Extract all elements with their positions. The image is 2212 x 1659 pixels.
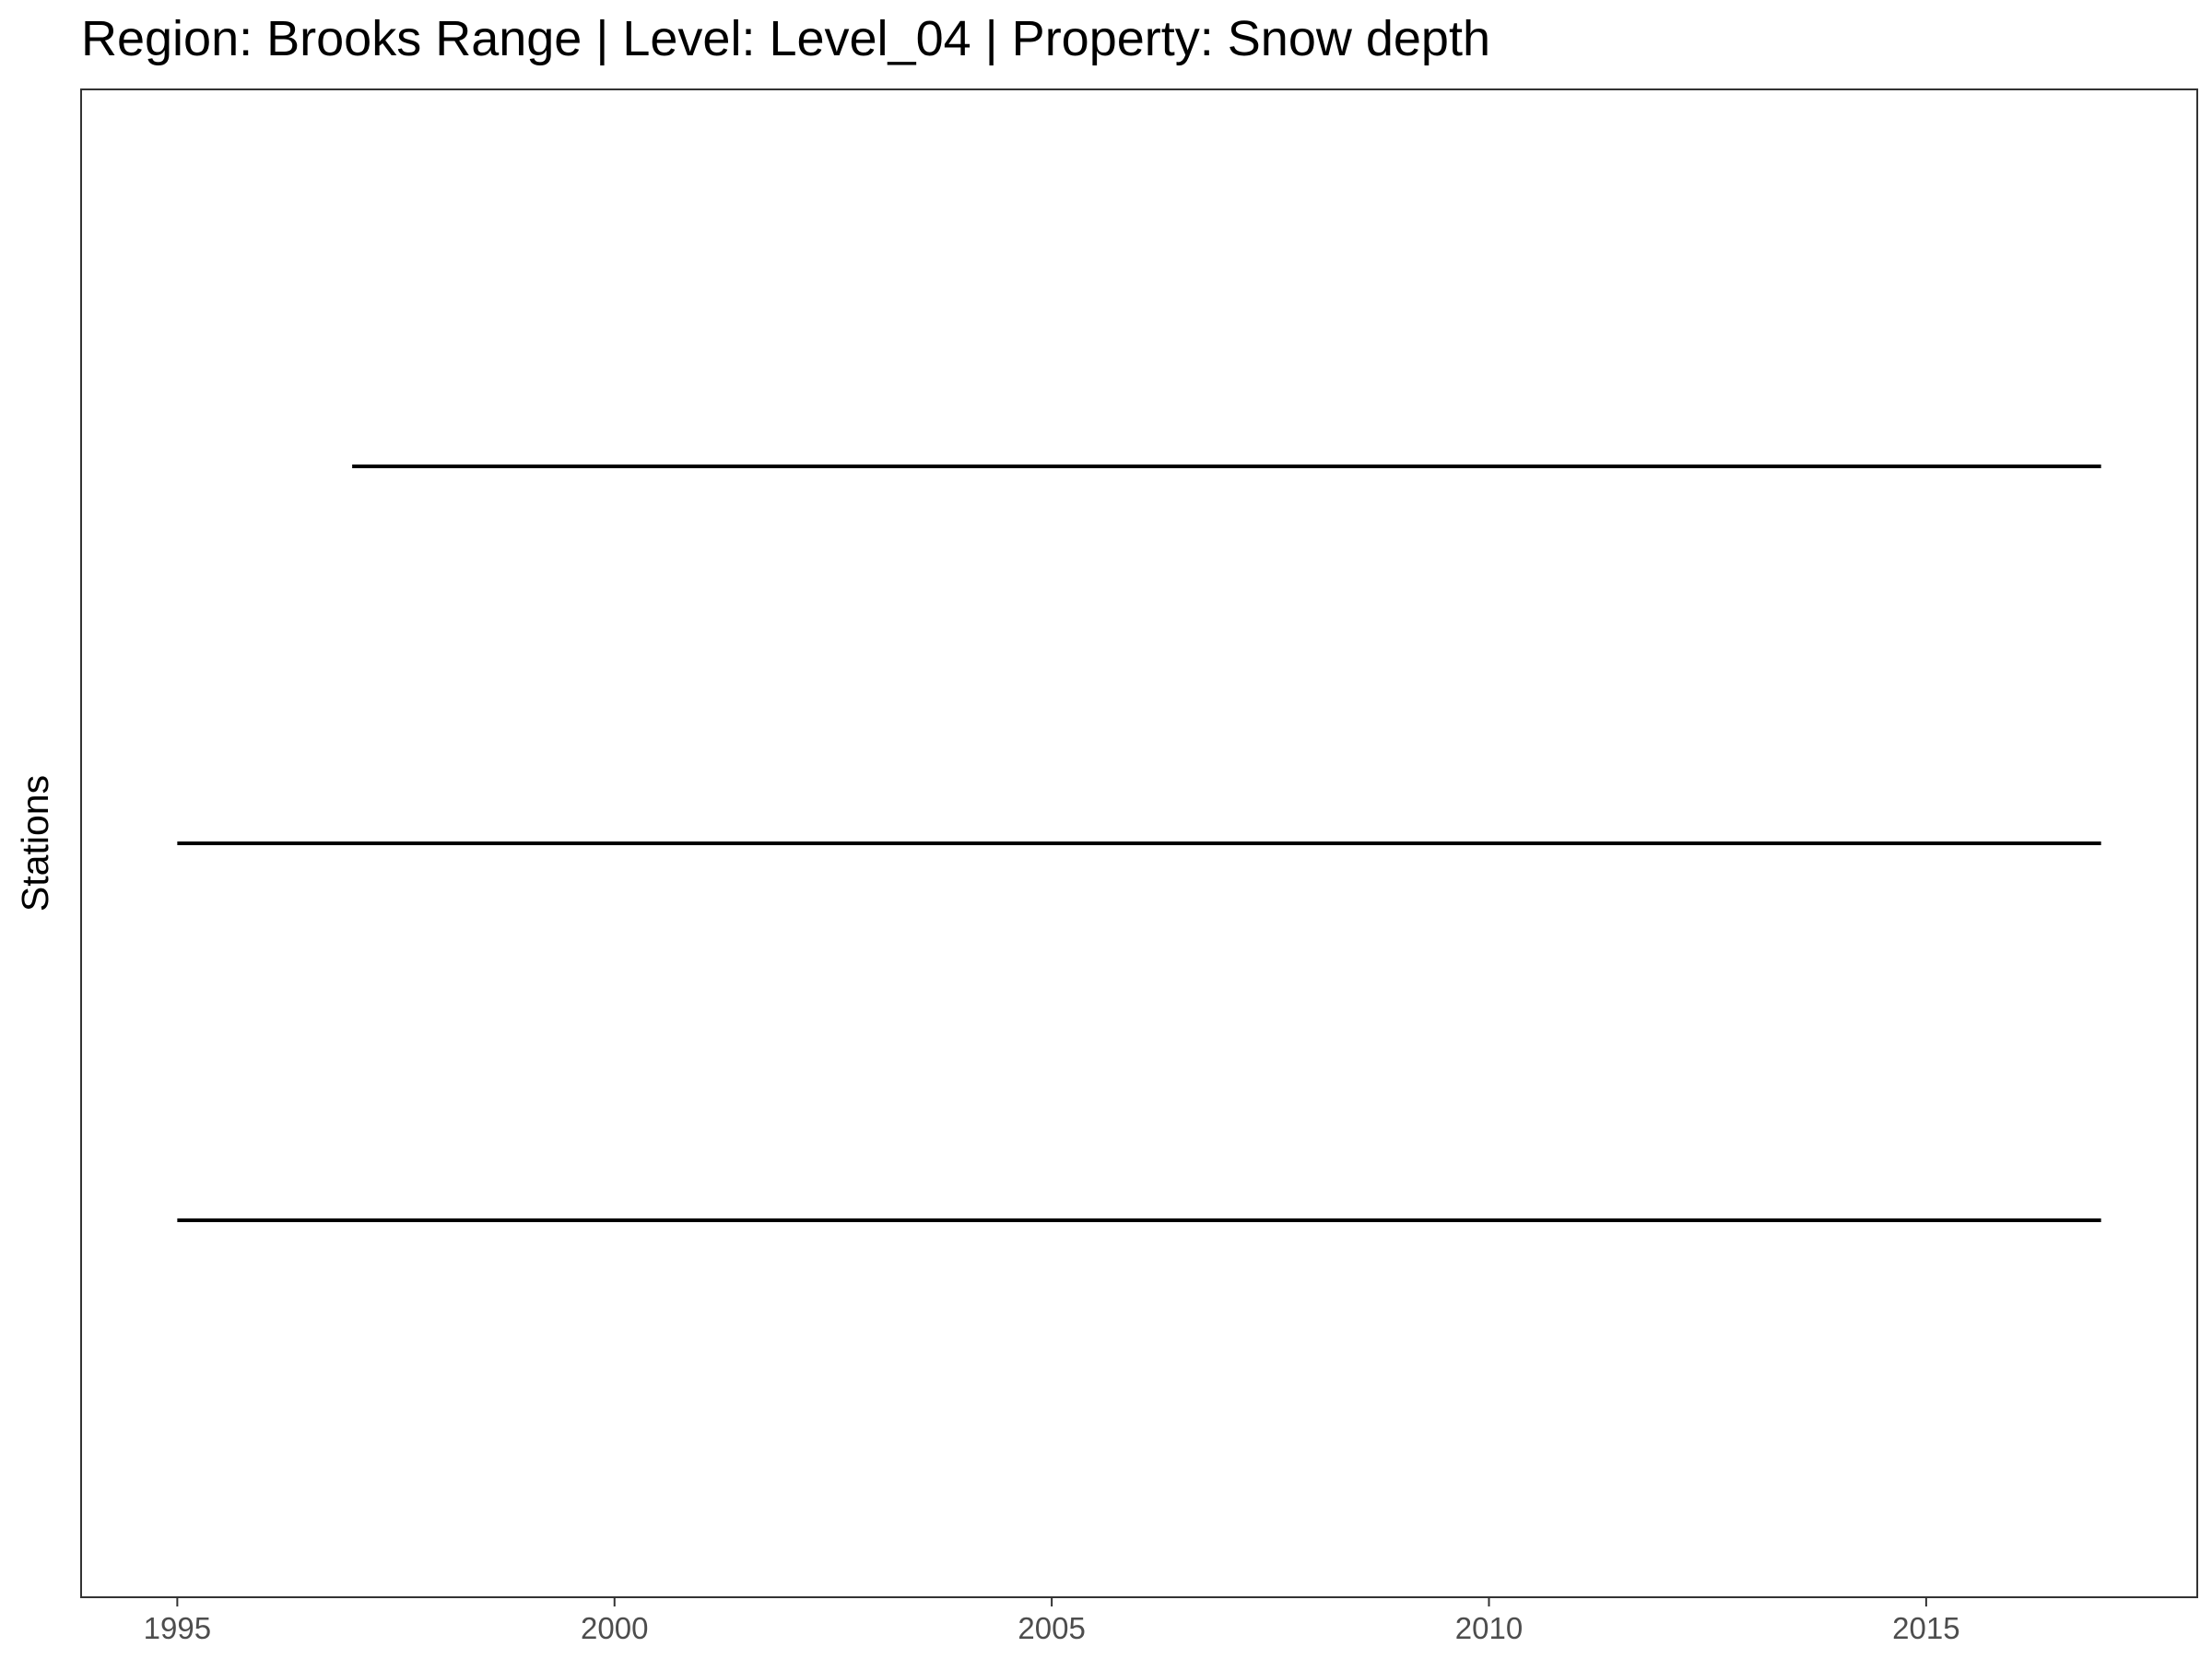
series-group [177,465,2101,1222]
chart-title: Region: Brooks Range | Level: Level_04 |… [81,11,1490,66]
x-tick-label-2000: 2000 [581,1611,648,1645]
x-tick-label-1995: 1995 [144,1611,211,1645]
x-tick-label-2010: 2010 [1455,1611,1523,1645]
x-tick-label-2015: 2015 [1892,1611,1959,1645]
x-tick-label-2005: 2005 [1018,1611,1085,1645]
x-axis: 1995 2000 2005 2010 2015 [144,1597,1960,1645]
y-axis-title: Stations [14,775,56,912]
